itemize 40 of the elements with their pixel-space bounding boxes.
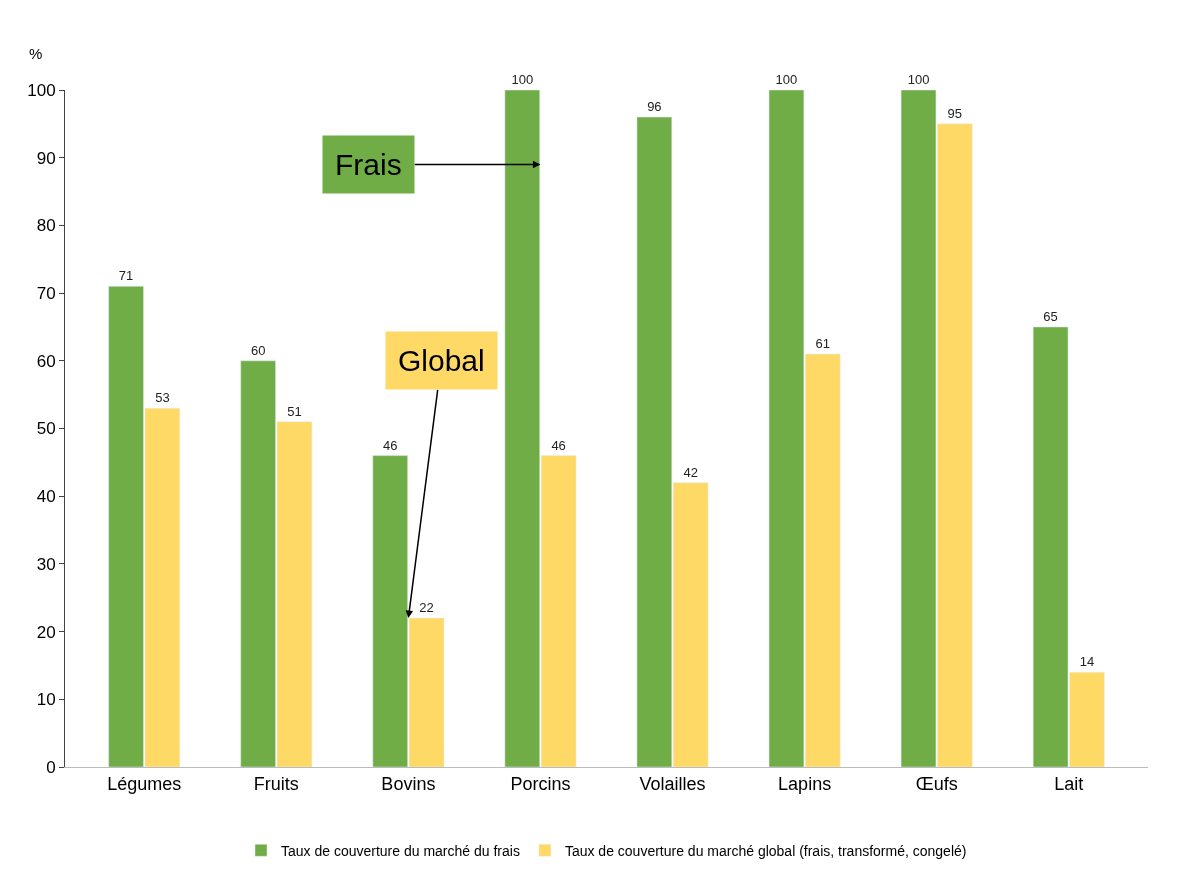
y-tick-label: 50	[36, 419, 56, 439]
data-label: 60	[250, 342, 266, 358]
x-tick-label: Lait	[1054, 773, 1084, 794]
x-tick-label: Porcins	[510, 773, 571, 794]
y-tick-label: 60	[36, 351, 56, 371]
data-label: 96	[647, 99, 662, 115]
y-tick-label: 30	[36, 554, 56, 574]
data-label: 95	[947, 105, 963, 121]
x-tick-label: Bovins	[381, 773, 436, 794]
data-label: 46	[551, 437, 566, 453]
data-label: 42	[683, 464, 698, 480]
data-label: 100	[775, 72, 798, 87]
legend-label: Taux de couverture du marché du frais	[281, 842, 520, 859]
y-tick-label: 10	[36, 690, 56, 710]
legend-label: Taux de couverture du marché global (frais, transformé, congelé)	[564, 842, 967, 859]
data-label: 61	[815, 336, 830, 352]
y-tick-label: 20	[36, 622, 56, 642]
data-label: 53	[155, 390, 170, 406]
x-tick-label: Fruits	[253, 773, 299, 794]
data-label: 100	[907, 72, 930, 87]
y-tick-label: 40	[36, 487, 56, 507]
data-label: 51	[287, 403, 302, 419]
x-tick-label: Volailles	[639, 773, 706, 794]
y-tick-label: 100	[27, 80, 56, 100]
y-tick-label: 90	[36, 148, 56, 168]
x-tick-label: Lapins	[778, 773, 832, 794]
annotation: Global	[398, 344, 485, 377]
data-label: 65	[1043, 308, 1058, 324]
x-tick-label: Œufs	[915, 773, 958, 794]
data-label: 71	[118, 268, 134, 284]
data-label: 46	[383, 437, 398, 453]
x-tick-label: Légumes	[107, 773, 182, 794]
data-label: 100	[511, 72, 534, 87]
data-label: 22	[419, 600, 434, 616]
y-axis-title: %	[29, 45, 43, 62]
y-tick-label: 0	[46, 757, 56, 777]
annotation: Frais	[335, 148, 402, 181]
y-tick-label: 80	[36, 216, 56, 236]
data-label: 14	[1079, 654, 1095, 670]
y-tick-label: 70	[36, 284, 56, 304]
